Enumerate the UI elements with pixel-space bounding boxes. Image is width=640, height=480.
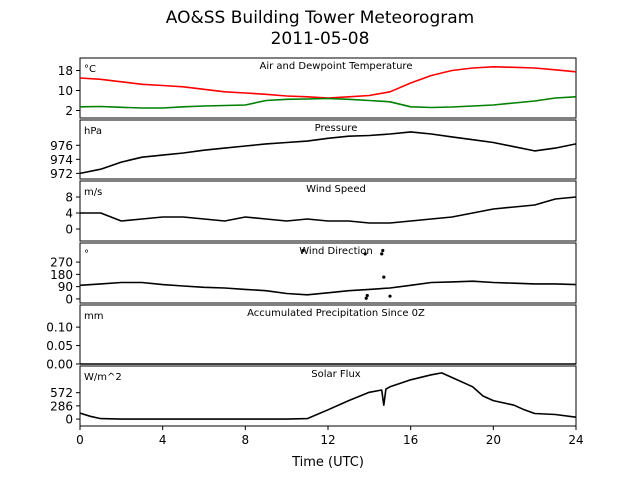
- scatter-point-wind_direction: [365, 293, 369, 298]
- series-line-temperature-1: [79, 96, 577, 109]
- y-tick-label-wind_speed: 8: [65, 191, 73, 205]
- series-line-wind_speed-0: [80, 196, 577, 224]
- y-tick-label-precipitation: 0.10: [46, 321, 73, 335]
- scatter-point-wind_direction: [382, 275, 386, 279]
- scatter-point-wind_direction: [364, 296, 368, 300]
- panel-title-wind_direction: Wind Direction: [299, 246, 373, 257]
- y-tick-label-pressure: 976: [50, 139, 73, 153]
- x-tick-label: 12: [320, 433, 335, 447]
- x-tick-label: 24: [568, 433, 583, 447]
- y-tick-label-pressure: 972: [50, 167, 73, 181]
- series-line-wind_direction-0: [79, 280, 577, 296]
- unit-label-wind_direction: °: [84, 249, 89, 260]
- y-tick-label-temperature: 2: [65, 104, 73, 118]
- unit-label-temperature: °C: [84, 64, 96, 75]
- x-axis-label: Time (UTC): [291, 455, 364, 470]
- scatter-point-wind_direction: [301, 248, 305, 253]
- panel-title-solar_flux: Solar Flux: [311, 369, 361, 380]
- x-tick-label: 8: [242, 433, 250, 447]
- y-tick-label-precipitation: 0.05: [46, 339, 73, 353]
- y-tick-label-precipitation: 0.00: [46, 358, 73, 372]
- scatter-point-wind_direction: [388, 294, 392, 298]
- series-line-solar_flux-0: [79, 372, 577, 420]
- scatter-point-wind_direction: [380, 252, 384, 256]
- y-tick-label-wind_direction: 270: [50, 256, 73, 270]
- unit-label-precipitation: mm: [84, 311, 103, 322]
- y-tick-label-pressure: 974: [50, 153, 73, 167]
- unit-label-wind_speed: m/s: [84, 187, 102, 198]
- x-tick-label: 20: [486, 433, 501, 447]
- panel-frame-wind_direction: [79, 242, 577, 304]
- y-tick-label-solar_flux: 0: [65, 413, 73, 427]
- chart-title: AO&SS Building Tower Meteorogram: [165, 8, 475, 28]
- series-line-pressure-0: [79, 131, 577, 175]
- x-tick-label: 4: [159, 433, 167, 447]
- panel-frame-temperature: [79, 57, 577, 119]
- y-tick-label-solar_flux: 572: [50, 386, 73, 400]
- panel-frame-pressure: [79, 119, 577, 180]
- x-tick-label: 16: [403, 433, 418, 447]
- y-tick-label-temperature: 18: [58, 64, 73, 78]
- y-tick-label-wind_direction: 90: [58, 280, 73, 294]
- y-tick-label-wind_direction: 0: [65, 292, 73, 306]
- panel-title-pressure: Pressure: [315, 123, 358, 134]
- unit-label-pressure: hPa: [84, 126, 102, 137]
- y-tick-label-wind_speed: 4: [65, 207, 73, 221]
- panel-title-temperature: Air and Dewpoint Temperature: [260, 61, 413, 72]
- y-tick-label-wind_speed: 0: [65, 223, 73, 237]
- panel-frame-wind_speed: [79, 180, 577, 242]
- panel-title-wind_speed: Wind Speed: [306, 184, 366, 195]
- y-tick-label-solar_flux: 286: [50, 399, 73, 413]
- scatter-point-wind_direction: [363, 252, 367, 256]
- x-tick-label: 0: [76, 433, 84, 447]
- chart-date: 2011-05-08: [270, 29, 370, 49]
- y-tick-label-wind_direction: 180: [50, 268, 73, 282]
- y-tick-label-temperature: 10: [58, 84, 73, 98]
- unit-label-solar_flux: W/m^2: [84, 372, 122, 383]
- panel-title-precipitation: Accumulated Precipitation Since 0Z: [247, 308, 425, 319]
- scatter-point-wind_direction: [381, 248, 385, 253]
